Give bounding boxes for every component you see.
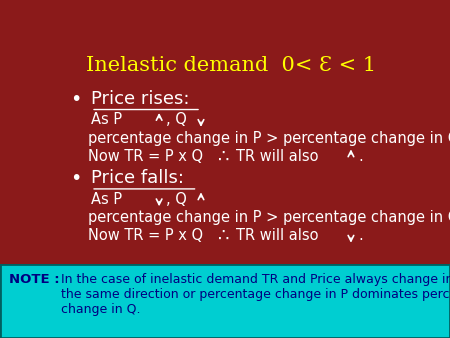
Text: As P: As P: [91, 113, 122, 127]
Text: ∴: ∴: [218, 147, 230, 165]
Text: •: •: [70, 90, 81, 108]
Text: .: .: [358, 149, 363, 164]
Text: Inelastic demand  0< Ɛ < 1: Inelastic demand 0< Ɛ < 1: [86, 56, 376, 75]
Text: TR will also: TR will also: [236, 149, 318, 164]
Text: As P: As P: [91, 192, 122, 207]
Text: NOTE :: NOTE :: [9, 272, 59, 286]
Text: Price rises:: Price rises:: [91, 90, 189, 108]
Text: , Q: , Q: [166, 113, 187, 127]
Text: percentage change in P > percentage change in Q.: percentage change in P > percentage chan…: [88, 210, 450, 225]
Text: In the case of inelastic demand TR and Price always change in
the same direction: In the case of inelastic demand TR and P…: [61, 272, 450, 316]
Text: , Q: , Q: [166, 192, 187, 207]
Text: .: .: [358, 228, 363, 243]
Text: •: •: [70, 169, 81, 188]
Text: Now TR = P x Q: Now TR = P x Q: [88, 228, 203, 243]
Text: Now TR = P x Q: Now TR = P x Q: [88, 149, 203, 164]
Text: TR will also: TR will also: [236, 228, 318, 243]
Text: Price falls:: Price falls:: [91, 169, 184, 188]
Text: percentage change in P > percentage change in Q.: percentage change in P > percentage chan…: [88, 131, 450, 146]
Text: ∴: ∴: [218, 227, 230, 245]
